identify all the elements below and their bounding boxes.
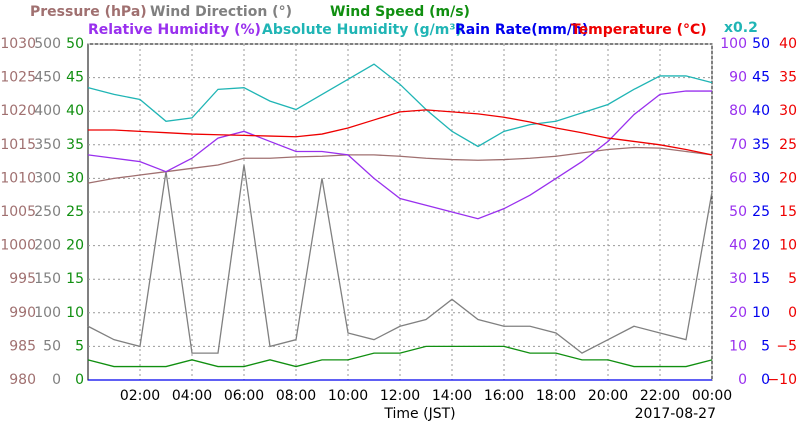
- legend-label: Wind Speed (m/s): [330, 4, 470, 20]
- y-tick-label: 10: [66, 305, 84, 321]
- y-tick-label: 40: [779, 36, 797, 52]
- y-tick-label: 60: [729, 170, 747, 186]
- y-tick-label: 30: [752, 170, 770, 186]
- legend-label: Rain Rate(mm/h): [455, 22, 588, 38]
- y-tick-label: 10: [752, 305, 770, 321]
- y-tick-label: 35: [752, 137, 770, 153]
- y-tick-label: 30: [66, 170, 84, 186]
- legend-label: Relative Humidity (%): [88, 22, 261, 38]
- y-tick-label: 350: [34, 137, 61, 153]
- y-tick-label: 20: [729, 305, 747, 321]
- y-tick-label: 50: [752, 36, 770, 52]
- y-tick-label: 30: [729, 271, 747, 287]
- y-tick-label: 15: [66, 271, 84, 287]
- y-tick-label: 35: [66, 137, 84, 153]
- y-tick-label: 20: [752, 238, 770, 254]
- y-tick-label: 0: [75, 372, 84, 388]
- y-tick-label: 70: [729, 137, 747, 153]
- y-tick-label: 40: [729, 238, 747, 254]
- y-tick-label: 45: [752, 70, 770, 86]
- y-tick-label: 100: [34, 305, 61, 321]
- y-tick-label: 80: [729, 103, 747, 119]
- x-tick-label: 00:00: [692, 388, 732, 404]
- y-tick-label: 15: [752, 271, 770, 287]
- x-tick-label: 06:00: [224, 388, 264, 404]
- series-line: [87, 63, 713, 148]
- y-tick-label: 45: [66, 70, 84, 86]
- x-axis-title: Time (JST): [383, 406, 455, 422]
- y-tick-label: 0: [761, 372, 770, 388]
- y-tick-label: 35: [779, 70, 797, 86]
- series-line: [88, 109, 713, 156]
- y-tick-label: 1005: [0, 204, 36, 220]
- x-tick-label: 18:00: [536, 388, 576, 404]
- y-tick-label: 90: [729, 70, 747, 86]
- x-tick-label: 10:00: [328, 388, 368, 404]
- y-tick-label: 150: [34, 271, 61, 287]
- y-tick-label: 5: [75, 338, 84, 354]
- series-line: [87, 345, 713, 368]
- y-tick-label: 1025: [0, 70, 36, 86]
- y-tick-label: 500: [34, 36, 61, 52]
- x-tick-label: 12:00: [380, 388, 420, 404]
- y-tick-label: 1010: [0, 170, 36, 186]
- x-tick-label: 20:00: [588, 388, 628, 404]
- y-tick-label: 50: [729, 204, 747, 220]
- x-tick-label: 16:00: [484, 388, 524, 404]
- y-tick-label: 300: [34, 170, 61, 186]
- y-tick-label: −5: [776, 338, 797, 354]
- y-tick-label: 50: [66, 36, 84, 52]
- y-tick-label: 1020: [0, 103, 36, 119]
- y-tick-label: 0: [788, 305, 797, 321]
- series-line: [87, 90, 712, 220]
- y-tick-label: 30: [779, 103, 797, 119]
- y-tick-label: −10: [767, 372, 797, 388]
- legend-label: Absolute Humidity (g/m³): [262, 22, 462, 38]
- y-tick-label: 1015: [0, 137, 36, 153]
- y-tick-label: 200: [34, 238, 61, 254]
- x-tick-label: 08:00: [276, 388, 316, 404]
- y-tick-label: 10: [779, 238, 797, 254]
- x-tick-label: 02:00: [120, 388, 160, 404]
- y-tick-label: 0: [52, 372, 61, 388]
- y-tick-label: 990: [9, 305, 36, 321]
- y-tick-label: 1030: [0, 36, 36, 52]
- y-tick-label: 20: [66, 238, 84, 254]
- y-tick-label: 250: [34, 204, 61, 220]
- legend-label: Wind Direction (°): [150, 4, 292, 20]
- x-tick-label: 04:00: [172, 388, 212, 404]
- y-tick-label: 5: [761, 338, 770, 354]
- x-tick-label: 14:00: [432, 388, 472, 404]
- y-tick-label: 0: [738, 372, 747, 388]
- y-tick-label: 5: [788, 271, 797, 287]
- y-tick-label: 50: [43, 338, 61, 354]
- y-tick-label: 1000: [0, 238, 36, 254]
- series-line: [87, 146, 713, 184]
- y-tick-label: 450: [34, 70, 61, 86]
- y-tick-label: 25: [779, 137, 797, 153]
- y-tick-label: 40: [66, 103, 84, 119]
- y-tick-label: 20: [779, 170, 797, 186]
- scale-label: x0.2: [724, 20, 758, 36]
- y-tick-label: 980: [9, 372, 36, 388]
- y-tick-label: 25: [66, 204, 84, 220]
- y-tick-label: 40: [752, 103, 770, 119]
- legend-label: Temperature (°C): [571, 22, 707, 38]
- y-tick-label: 995: [9, 271, 36, 287]
- y-tick-label: 400: [34, 103, 61, 119]
- legend-label: Pressure (hPa): [30, 4, 147, 20]
- y-tick-label: 25: [752, 204, 770, 220]
- series-line: [87, 164, 713, 354]
- y-tick-label: 10: [729, 338, 747, 354]
- date-label: 2017-08-27: [635, 406, 716, 422]
- x-tick-label: 22:00: [640, 388, 680, 404]
- y-tick-label: 985: [9, 338, 36, 354]
- y-tick-label: 100: [720, 36, 747, 52]
- y-tick-label: 15: [779, 204, 797, 220]
